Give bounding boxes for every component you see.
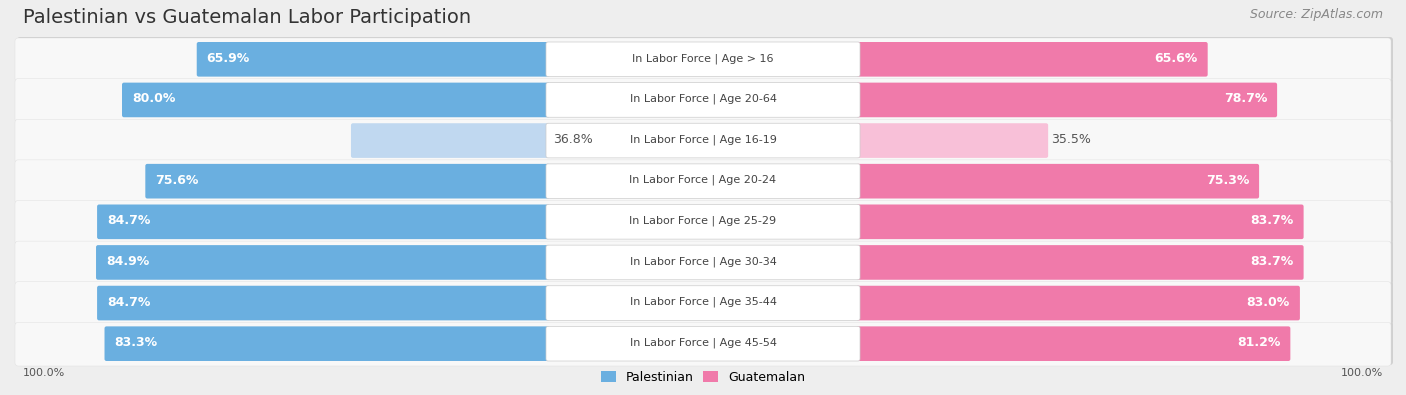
Text: 75.3%: 75.3% <box>1206 174 1249 187</box>
Text: 83.7%: 83.7% <box>1250 255 1294 268</box>
FancyBboxPatch shape <box>15 282 1391 325</box>
FancyBboxPatch shape <box>17 240 1393 284</box>
Text: 75.6%: 75.6% <box>155 174 198 187</box>
FancyBboxPatch shape <box>17 281 1393 324</box>
FancyBboxPatch shape <box>546 164 860 199</box>
Text: 35.5%: 35.5% <box>1052 133 1091 146</box>
Text: 80.0%: 80.0% <box>132 92 176 105</box>
Text: In Labor Force | Age 20-64: In Labor Force | Age 20-64 <box>630 94 776 104</box>
Text: Palestinian vs Guatemalan Labor Participation: Palestinian vs Guatemalan Labor Particip… <box>22 8 471 27</box>
FancyBboxPatch shape <box>546 326 860 361</box>
Text: In Labor Force | Age 35-44: In Labor Force | Age 35-44 <box>630 297 776 307</box>
FancyBboxPatch shape <box>97 286 550 320</box>
FancyBboxPatch shape <box>546 245 860 280</box>
FancyBboxPatch shape <box>546 286 860 320</box>
FancyBboxPatch shape <box>15 119 1391 163</box>
Text: 84.7%: 84.7% <box>107 214 150 227</box>
Text: 84.9%: 84.9% <box>105 255 149 268</box>
FancyBboxPatch shape <box>15 160 1391 203</box>
FancyBboxPatch shape <box>17 159 1393 203</box>
Text: In Labor Force | Age 30-34: In Labor Force | Age 30-34 <box>630 256 776 267</box>
FancyBboxPatch shape <box>17 118 1393 162</box>
Text: 65.6%: 65.6% <box>1154 52 1198 65</box>
FancyBboxPatch shape <box>546 83 860 117</box>
FancyBboxPatch shape <box>352 123 550 158</box>
FancyBboxPatch shape <box>856 123 1047 158</box>
FancyBboxPatch shape <box>856 83 1277 117</box>
Text: 36.8%: 36.8% <box>553 133 593 146</box>
FancyBboxPatch shape <box>546 42 860 77</box>
FancyBboxPatch shape <box>856 42 1208 77</box>
FancyBboxPatch shape <box>17 78 1393 121</box>
Text: 84.7%: 84.7% <box>107 295 150 308</box>
FancyBboxPatch shape <box>15 322 1391 366</box>
FancyBboxPatch shape <box>546 205 860 239</box>
FancyBboxPatch shape <box>856 205 1303 239</box>
Text: In Labor Force | Age 45-54: In Labor Force | Age 45-54 <box>630 337 776 348</box>
FancyBboxPatch shape <box>122 83 550 117</box>
Text: 81.2%: 81.2% <box>1237 336 1281 349</box>
FancyBboxPatch shape <box>17 322 1393 365</box>
FancyBboxPatch shape <box>97 205 550 239</box>
FancyBboxPatch shape <box>856 164 1260 199</box>
FancyBboxPatch shape <box>197 42 550 77</box>
Text: 100.0%: 100.0% <box>1341 368 1384 378</box>
FancyBboxPatch shape <box>145 164 550 199</box>
FancyBboxPatch shape <box>15 201 1391 244</box>
Text: 100.0%: 100.0% <box>22 368 65 378</box>
FancyBboxPatch shape <box>856 245 1303 280</box>
Text: 78.7%: 78.7% <box>1223 92 1267 105</box>
Text: 83.7%: 83.7% <box>1250 214 1294 227</box>
Text: In Labor Force | Age 25-29: In Labor Force | Age 25-29 <box>630 216 776 226</box>
FancyBboxPatch shape <box>546 123 860 158</box>
Text: In Labor Force | Age > 16: In Labor Force | Age > 16 <box>633 53 773 64</box>
FancyBboxPatch shape <box>96 245 550 280</box>
Text: In Labor Force | Age 16-19: In Labor Force | Age 16-19 <box>630 134 776 145</box>
Text: 83.0%: 83.0% <box>1247 295 1289 308</box>
FancyBboxPatch shape <box>15 38 1391 82</box>
FancyBboxPatch shape <box>856 286 1301 320</box>
Text: Source: ZipAtlas.com: Source: ZipAtlas.com <box>1250 8 1384 21</box>
Text: 83.3%: 83.3% <box>114 336 157 349</box>
Text: 65.9%: 65.9% <box>207 52 250 65</box>
FancyBboxPatch shape <box>17 37 1393 81</box>
FancyBboxPatch shape <box>17 199 1393 243</box>
FancyBboxPatch shape <box>104 326 550 361</box>
FancyBboxPatch shape <box>856 326 1291 361</box>
FancyBboxPatch shape <box>15 79 1391 122</box>
Text: In Labor Force | Age 20-24: In Labor Force | Age 20-24 <box>630 175 776 185</box>
Legend: Palestinian, Guatemalan: Palestinian, Guatemalan <box>596 366 810 389</box>
FancyBboxPatch shape <box>15 241 1391 285</box>
